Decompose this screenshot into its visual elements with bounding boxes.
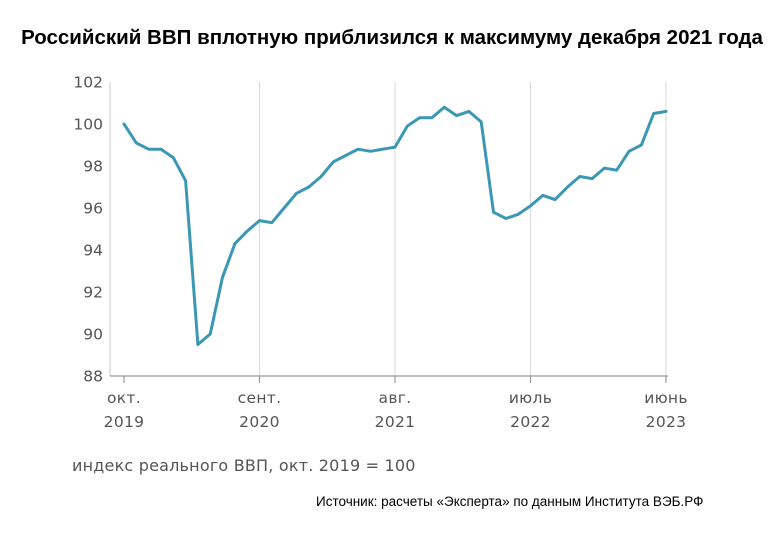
x-tick-label-month: июль (509, 389, 552, 407)
data-point (369, 150, 372, 153)
data-point (455, 114, 458, 117)
data-point (122, 122, 126, 126)
data-point (541, 194, 545, 197)
data-point (135, 141, 138, 145)
data-point (344, 154, 347, 157)
y-tick-label: 102 (73, 74, 103, 92)
x-tick-labels: окт. 2019 сент. 2020 авг. 2021 июль 2022 июнь 202… (104, 389, 688, 431)
data-point (492, 211, 495, 214)
data-point (221, 276, 224, 279)
x-tick-label-year: 2019 (104, 413, 145, 431)
y-tick-label: 96 (83, 200, 103, 218)
data-point (516, 213, 520, 216)
x-tick-label-month: сент. (238, 389, 282, 407)
y-tick-labels: 88 90 92 94 96 98 100 102 (73, 74, 103, 386)
data-point (295, 192, 298, 195)
y-tick-label: 100 (73, 116, 103, 134)
x-tick-label-month: июнь (644, 389, 688, 407)
chart-note: индекс реального ВВП, окт. 2019 = 100 (72, 456, 416, 475)
y-tick-label: 94 (83, 242, 103, 260)
data-point (590, 177, 594, 180)
data-point (566, 185, 569, 189)
data-point (172, 156, 175, 159)
data-point (258, 219, 261, 222)
x-tick-label-year: 2023 (646, 413, 687, 431)
x-tick-label-year: 2021 (375, 413, 416, 431)
axes (109, 82, 668, 383)
data-point (664, 110, 668, 113)
chart-title: Российский ВВП вплотную приблизился к ма… (21, 26, 763, 49)
grid-lines (259, 82, 667, 376)
x-tick-label-year: 2020 (239, 413, 280, 431)
data-point (603, 166, 606, 170)
data-point (627, 150, 631, 153)
data-point (393, 145, 397, 149)
data-point (652, 112, 655, 115)
data-point (640, 143, 643, 147)
data-point (270, 221, 274, 224)
data-point (147, 148, 150, 151)
data-point (282, 206, 286, 210)
data-point (209, 332, 212, 336)
data-point (578, 175, 581, 178)
y-tick-label: 90 (83, 326, 103, 344)
data-point (159, 148, 163, 151)
data-point (233, 242, 237, 245)
x-tick-label-month: авг. (379, 389, 412, 407)
data-point (430, 116, 434, 119)
data-point (504, 217, 508, 220)
data-point (356, 148, 360, 151)
data-point (529, 204, 532, 208)
y-tick-label: 98 (83, 158, 103, 176)
x-tick-label-month: окт. (107, 389, 141, 407)
data-point (615, 169, 618, 172)
source-note: Источник: расчеты «Эксперта» по данным И… (316, 494, 704, 509)
data-point (553, 198, 557, 201)
data-point (319, 175, 323, 178)
data-point (184, 179, 187, 182)
data-point (332, 160, 335, 163)
data-point (307, 185, 310, 189)
series-layer (122, 105, 668, 346)
data-point (418, 116, 421, 119)
data-point (480, 120, 483, 124)
data-point (406, 124, 409, 128)
x-tick-label-year: 2022 (510, 413, 551, 431)
data-point (467, 110, 471, 113)
y-tick-label: 92 (83, 284, 103, 302)
data-point (443, 106, 446, 109)
data-point (381, 148, 384, 151)
data-point (245, 229, 249, 233)
data-point (196, 343, 200, 346)
y-tick-label: 88 (83, 368, 103, 386)
